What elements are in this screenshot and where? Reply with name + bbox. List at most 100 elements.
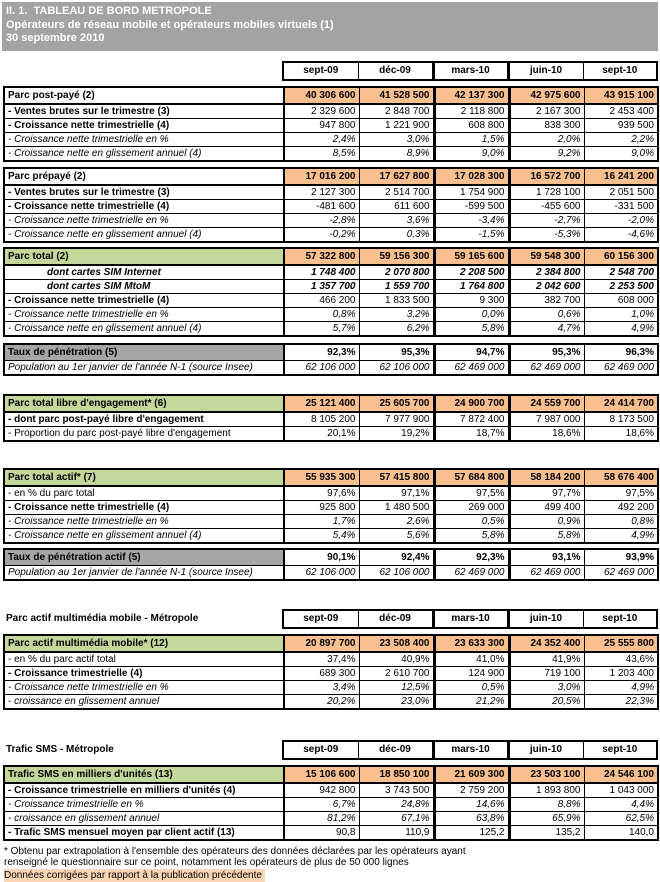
value-cell: 382 700 [509, 293, 584, 307]
value-cell: 67,1% [359, 811, 434, 825]
row-label: - Croissance nette en glissement annuel … [4, 528, 284, 543]
value-cell: -2,8% [284, 213, 359, 227]
table-row: Population au 1er janvier de l'année N-1… [4, 565, 658, 580]
value-cell: 719 100 [509, 666, 584, 680]
value-cell: 8,9% [359, 146, 434, 161]
value-cell: 2 042 600 [509, 279, 584, 293]
value-cell: 62 106 000 [284, 360, 359, 375]
value-cell: 58 676 400 [584, 469, 658, 486]
value-cell: 25 605 700 [359, 395, 434, 412]
period-column-header: déc-09 [358, 610, 433, 628]
table-row: - Croissance nette en glissement annuel … [4, 321, 658, 336]
value-cell: 16 241 200 [584, 168, 658, 185]
table-row: - Croissance nette trimestrielle (4)466 … [4, 293, 658, 307]
row-label: - Croissance nette en glissement annuel … [4, 146, 284, 161]
data-block-trafic-sms: Trafic SMS en milliers d'unités (13)15 1… [3, 765, 659, 841]
value-cell: 2 759 200 [434, 783, 509, 798]
value-cell: 1,7% [284, 514, 359, 528]
value-cell: 18,6% [584, 426, 658, 441]
value-cell: 17 028 300 [434, 168, 509, 185]
value-cell: 62 106 000 [359, 360, 434, 375]
value-cell: 2,2% [584, 132, 658, 146]
value-cell: 19,2% [359, 426, 434, 441]
period-column-header: mars-10 [433, 741, 508, 759]
value-cell: 23 633 300 [434, 635, 509, 652]
value-cell: 3,0% [509, 680, 584, 694]
report-subtitle: Opérateurs de réseau mobile et opérateur… [6, 19, 654, 33]
table-row: - Trafic SMS mensuel moyen par client ac… [4, 825, 658, 840]
block-header-label: Parc prépayé (2) [4, 168, 284, 185]
value-cell: 947 800 [284, 118, 359, 132]
footnotes: * Obtenu par extrapolation à l'ensemble … [4, 846, 660, 882]
value-cell: 1 221 900 [359, 118, 434, 132]
value-cell: 2,0% [509, 132, 584, 146]
value-cell: 124 900 [434, 666, 509, 680]
value-cell: 92,3% [284, 344, 359, 361]
value-cell: 95,3% [359, 344, 434, 361]
value-cell: 23 508 400 [359, 635, 434, 652]
value-cell: 608 000 [584, 293, 658, 307]
value-cell: 2 118 800 [434, 104, 509, 119]
value-cell: -3,4% [434, 213, 509, 227]
period-column-header: déc-09 [358, 62, 433, 80]
value-cell: 0,8% [284, 307, 359, 321]
value-cell: 2,6% [359, 514, 434, 528]
row-label: - Croissance trimestrielle en % [4, 797, 284, 811]
value-cell: 65,9% [509, 811, 584, 825]
value-cell: 93,1% [509, 549, 584, 566]
block-header-row: Parc total libre d'engagement* (6)25 121… [4, 395, 658, 412]
value-cell: 21 609 300 [434, 766, 509, 783]
value-cell: 838 300 [509, 118, 584, 132]
value-cell: 3 743 500 [359, 783, 434, 798]
value-cell: 42 975 600 [509, 87, 584, 104]
value-cell: 62 469 000 [509, 565, 584, 580]
row-label: - Croissance nette trimestrielle (4) [4, 199, 284, 213]
value-cell: 24,8% [359, 797, 434, 811]
data-block-parc-actif-multimedia: Parc actif multimédia mobile* (12)20 897… [3, 634, 659, 710]
value-cell: 5,8% [434, 321, 509, 336]
value-cell: 3,2% [359, 307, 434, 321]
section-title-empty [3, 62, 283, 80]
row-label: - Croissance nette trimestrielle en % [4, 514, 284, 528]
value-cell: 9,2% [509, 146, 584, 161]
value-cell: 466 200 [284, 293, 359, 307]
row-label: Population au 1er janvier de l'année N-1… [4, 360, 284, 375]
block-header-row: Taux de pénétration (5)92,3%95,3%94,7%95… [4, 344, 658, 361]
value-cell: 7 987 000 [509, 412, 584, 427]
value-cell: 1,0% [584, 307, 658, 321]
block-header-label: Trafic SMS en milliers d'unités (13) [4, 766, 284, 783]
value-cell: 24 546 100 [584, 766, 658, 783]
value-cell: 62 469 000 [584, 565, 658, 580]
value-cell: 24 559 700 [509, 395, 584, 412]
value-cell: 62,5% [584, 811, 658, 825]
value-cell: 1 754 900 [434, 185, 509, 200]
value-cell: 97,5% [584, 486, 658, 501]
value-cell: 97,6% [284, 486, 359, 501]
footnote-line-2: renseigné le questionnaire sur ce point,… [4, 857, 660, 869]
value-cell: 21,2% [434, 694, 509, 709]
value-cell: 0,5% [434, 514, 509, 528]
column-header-row: Parc actif multimédia mobile - Métropole… [3, 609, 658, 629]
value-cell: 95,3% [509, 344, 584, 361]
value-cell: 6,7% [284, 797, 359, 811]
value-cell: 1 203 400 [584, 666, 658, 680]
table-row: - Ventes brutes sur le trimestre (3)2 32… [4, 104, 658, 119]
value-cell: 96,3% [584, 344, 658, 361]
period-column-header: mars-10 [433, 62, 508, 80]
period-column-header: sept-09 [283, 62, 358, 80]
value-cell: -2,7% [509, 213, 584, 227]
value-cell: 41,0% [434, 652, 509, 667]
value-cell: 939 500 [584, 118, 658, 132]
value-cell: 2 070 800 [359, 265, 434, 280]
value-cell: 5,7% [284, 321, 359, 336]
value-cell: -0,2% [284, 227, 359, 242]
row-label: dont cartes SIM MtoM [4, 279, 284, 293]
table-row: - Croissance nette trimestrielle en %2,4… [4, 132, 658, 146]
value-cell: 1 559 700 [359, 279, 434, 293]
value-cell: 2 848 700 [359, 104, 434, 119]
